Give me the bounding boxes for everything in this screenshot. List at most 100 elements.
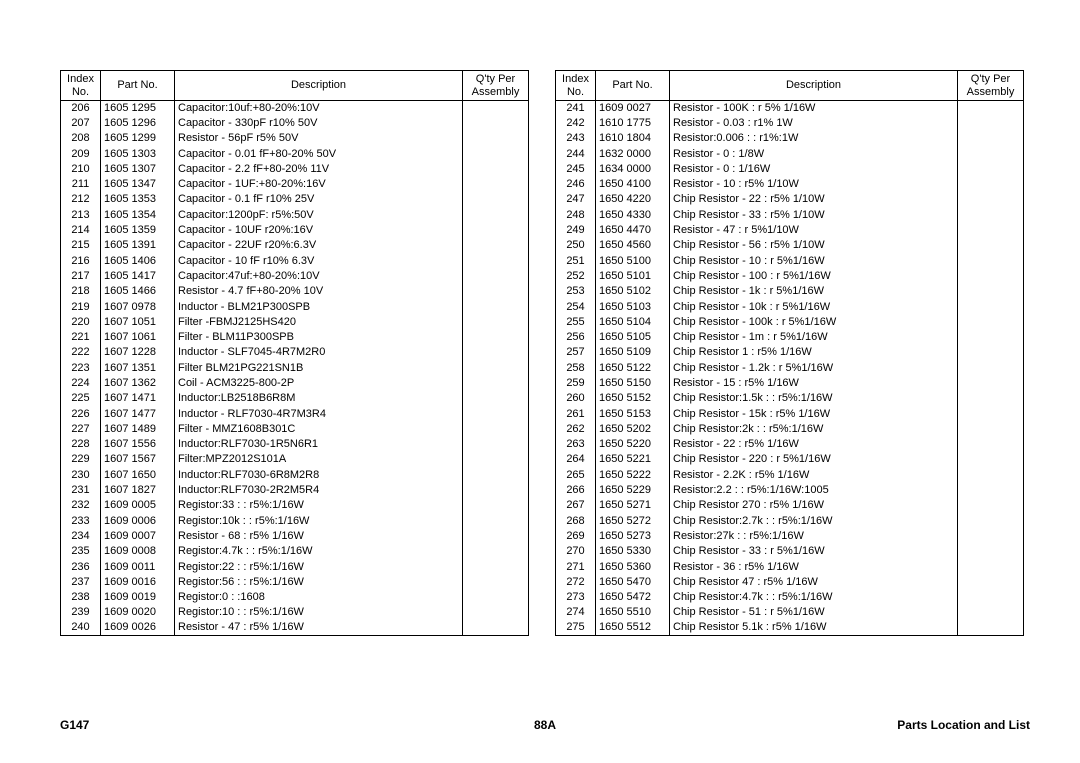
cell-part: 1650 5105 (596, 330, 670, 345)
table-row: 2201607 1051Filter -FBMJ2125HS420 (61, 315, 529, 330)
header-description: Description (670, 71, 958, 101)
cell-qty (463, 269, 529, 284)
table-row: 2291607 1567Filter:MPZ2012S101A (61, 452, 529, 467)
table-row: 2301607 1650Inductor:RLF7030-6R8M2R8 (61, 468, 529, 483)
table-row: 2061605 1295Capacitor:10uf:+80-20%:10V (61, 101, 529, 116)
cell-index: 236 (61, 559, 101, 574)
cell-qty (958, 406, 1024, 421)
cell-index: 270 (556, 544, 596, 559)
table-row: 2451634 0000Resistor - 0 : 1/16W (556, 162, 1024, 177)
cell-index: 266 (556, 483, 596, 498)
cell-qty (958, 621, 1024, 636)
cell-desc: Resistor - 0.03 : r1% 1W (670, 116, 958, 131)
table-row: 2181605 1466Resistor - 4.7 fF+80-20% 10V (61, 284, 529, 299)
cell-part: 1609 0006 (101, 514, 175, 529)
table-row: 2211607 1061Filter - BLM11P300SPB (61, 330, 529, 345)
cell-part: 1607 0978 (101, 299, 175, 314)
cell-index: 221 (61, 330, 101, 345)
cell-part: 1650 5109 (596, 345, 670, 360)
table-row: 2721650 5470Chip Resistor 47 : r5% 1/16W (556, 575, 1024, 590)
header-index: IndexNo. (556, 71, 596, 101)
table-row: 2341609 0007Resistor - 68 : r5% 1/16W (61, 529, 529, 544)
cell-part: 1650 5512 (596, 621, 670, 636)
cell-index: 235 (61, 544, 101, 559)
cell-qty (958, 345, 1024, 360)
cell-part: 1650 5470 (596, 575, 670, 590)
cell-index: 263 (556, 437, 596, 452)
cell-index: 244 (556, 146, 596, 161)
table-row: 2601650 5152Chip Resistor:1.5k : : r5%:1… (556, 391, 1024, 406)
cell-qty (463, 605, 529, 620)
cell-desc: Chip Resistor:4.7k : : r5%:1/16W (670, 590, 958, 605)
cell-part: 1650 5103 (596, 299, 670, 314)
cell-part: 1605 1359 (101, 223, 175, 238)
cell-desc: Capacitor - 10UF r20%:16V (175, 223, 463, 238)
cell-desc: Chip Resistor - 10k : r 5%1/16W (670, 299, 958, 314)
cell-desc: Chip Resistor - 22 : r5% 1/10W (670, 192, 958, 207)
cell-part: 1650 5222 (596, 468, 670, 483)
cell-part: 1607 1827 (101, 483, 175, 498)
cell-qty (958, 116, 1024, 131)
cell-desc: Capacitor - 0.1 fF r10% 25V (175, 192, 463, 207)
cell-desc: Resistor - 56pF r5% 50V (175, 131, 463, 146)
cell-qty (958, 192, 1024, 207)
cell-desc: Capacitor:47uf:+80-20%:10V (175, 269, 463, 284)
cell-qty (958, 330, 1024, 345)
cell-desc: Resistor - 2.2K : r5% 1/16W (670, 468, 958, 483)
footer-model: G147 (60, 718, 383, 732)
table-row: 2391609 0020Registor:10 : : r5%:1/16W (61, 605, 529, 620)
table-row: 2101605 1307Capacitor - 2.2 fF+80-20% 11… (61, 162, 529, 177)
cell-qty (958, 253, 1024, 268)
table-row: 2161605 1406Capacitor - 10 fF r10% 6.3V (61, 253, 529, 268)
cell-index: 216 (61, 253, 101, 268)
table-row: 2141605 1359Capacitor - 10UF r20%:16V (61, 223, 529, 238)
table-row: 2311607 1827Inductor:RLF7030-2R2M5R4 (61, 483, 529, 498)
cell-qty (958, 146, 1024, 161)
cell-qty (463, 406, 529, 421)
cell-qty (958, 238, 1024, 253)
table-row: 2151605 1391Capacitor - 22UF r20%:6.3V (61, 238, 529, 253)
cell-desc: Chip Resistor - 1m : r 5%1/16W (670, 330, 958, 345)
cell-part: 1634 0000 (596, 162, 670, 177)
table-row: 2531650 5102Chip Resistor - 1k : r 5%1/1… (556, 284, 1024, 299)
table-row: 2501650 4560Chip Resistor - 56 : r5% 1/1… (556, 238, 1024, 253)
cell-part: 1609 0011 (101, 559, 175, 574)
cell-part: 1607 1061 (101, 330, 175, 345)
cell-desc: Chip Resistor 5.1k : r5% 1/16W (670, 621, 958, 636)
cell-index: 220 (61, 315, 101, 330)
cell-qty (958, 376, 1024, 391)
cell-index: 265 (556, 468, 596, 483)
table-row: 2331609 0006Registor:10k : : r5%:1/16W (61, 514, 529, 529)
parts-table-right: IndexNo. Part No. Description Q'ty PerAs… (555, 70, 1024, 636)
table-row: 2631650 5220Resistor - 22 : r5% 1/16W (556, 437, 1024, 452)
cell-desc: Chip Resistor - 100 : r 5%1/16W (670, 269, 958, 284)
cell-desc: Filter BLM21PG221SN1B (175, 361, 463, 376)
cell-desc: Resistor - 22 : r5% 1/16W (670, 437, 958, 452)
cell-desc: Resistor - 100K : r 5% 1/16W (670, 101, 958, 116)
table-row: 2581650 5122Chip Resistor - 1.2k : r 5%1… (556, 361, 1024, 376)
cell-qty (958, 422, 1024, 437)
cell-part: 1607 1051 (101, 315, 175, 330)
table-row: 2271607 1489Filter - MMZ1608B301C (61, 422, 529, 437)
cell-qty (463, 299, 529, 314)
cell-index: 261 (556, 406, 596, 421)
cell-qty (463, 162, 529, 177)
cell-index: 231 (61, 483, 101, 498)
cell-index: 252 (556, 269, 596, 284)
cell-qty (958, 437, 1024, 452)
cell-qty (958, 575, 1024, 590)
cell-part: 1650 5152 (596, 391, 670, 406)
cell-desc: Filter - MMZ1608B301C (175, 422, 463, 437)
cell-desc: Chip Resistor:2.7k : : r5%:1/16W (670, 514, 958, 529)
cell-index: 242 (556, 116, 596, 131)
cell-desc: Capacitor - 0.01 fF+80-20% 50V (175, 146, 463, 161)
header-index: IndexNo. (61, 71, 101, 101)
cell-qty (463, 468, 529, 483)
table-row: 2321609 0005Registor:33 : : r5%:1/16W (61, 498, 529, 513)
table-row: 2071605 1296Capacitor - 330pF r10% 50V (61, 116, 529, 131)
cell-desc: Coil - ACM3225-800-2P (175, 376, 463, 391)
cell-desc: Chip Resistor:2k : : r5%:1/16W (670, 422, 958, 437)
table-row: 2571650 5109Chip Resistor 1 : r5% 1/16W (556, 345, 1024, 360)
table-row: 2371609 0016Registor:56 : : r5%:1/16W (61, 575, 529, 590)
cell-qty (958, 529, 1024, 544)
